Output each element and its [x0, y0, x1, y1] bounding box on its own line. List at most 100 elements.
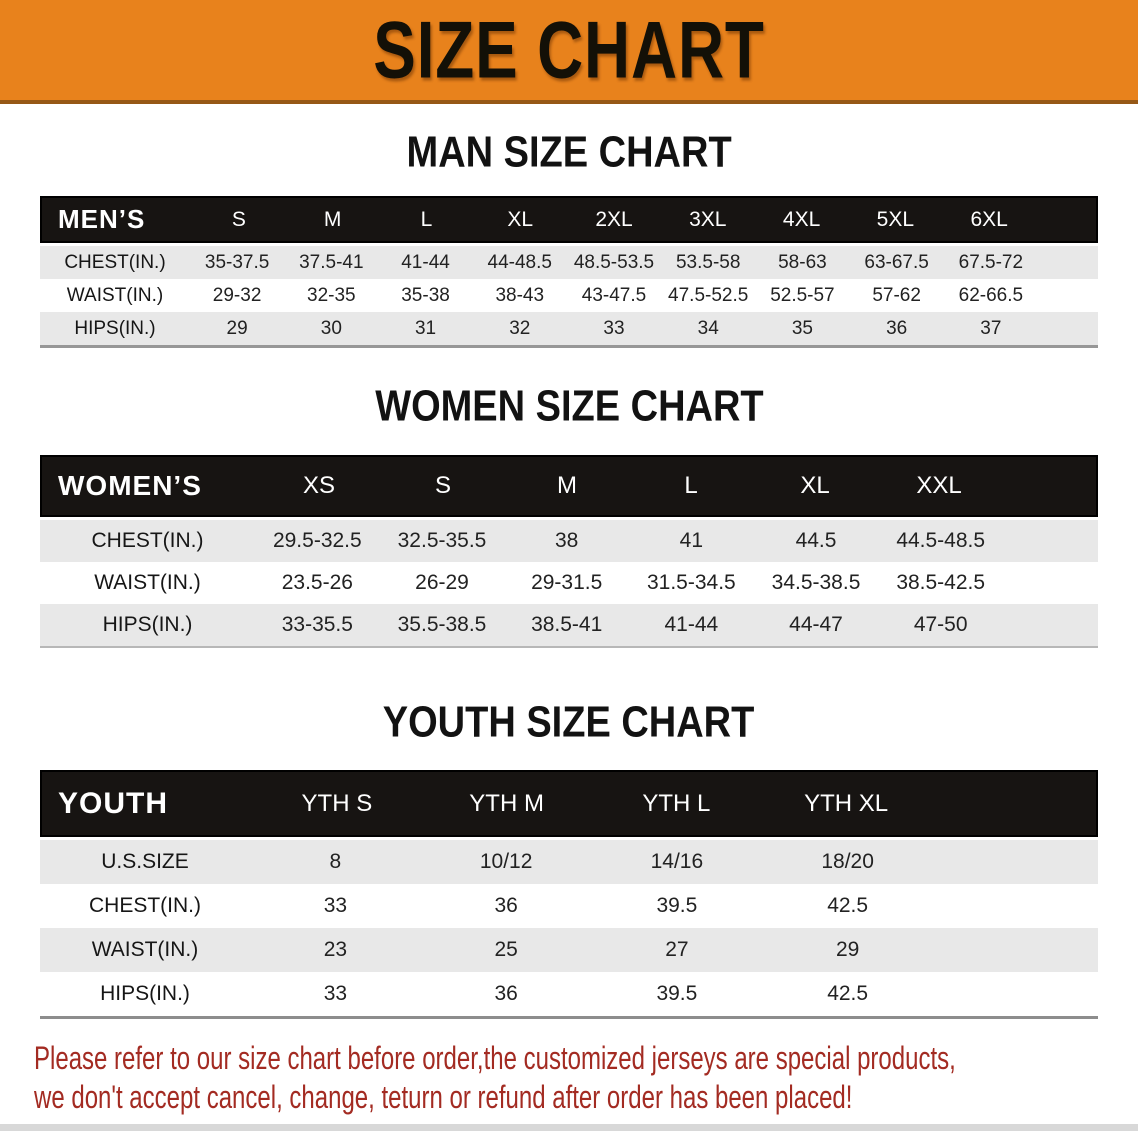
table-row: CHEST(IN.) 33 36 39.5 42.5 [40, 884, 1098, 928]
table-cell: 36 [886, 317, 908, 339]
table-cell: 33 [323, 894, 348, 917]
table-row: HIPS(IN.) 29 30 31 32 33 34 35 36 37 [40, 312, 1098, 345]
table-cell: 44.5 [795, 529, 837, 552]
men-table-header-bar: MEN’S S M L XL 2XL 3XL 4XL 5XL 6XL [40, 196, 1098, 243]
table-cell: 8 [329, 850, 342, 873]
table-cell: 41-44 [401, 251, 450, 273]
row-label: HIPS(IN.) [74, 317, 156, 339]
disclaimer-line-1: Please refer to our size chart before or… [34, 1040, 956, 1077]
row-label: CHEST(IN.) [91, 529, 204, 552]
table-cell: 39.5 [656, 982, 698, 1005]
table-cell: 33 [603, 317, 625, 339]
table-cell: 58-63 [778, 251, 827, 273]
women-table-body: CHEST(IN.) 29.5-32.5 32.5-35.5 38 41 44.5 44.5… [40, 520, 1098, 646]
women-size-table: WOMEN’S XS S M L XL XXL CHEST(IN.) 29.5-32.5 32… [40, 455, 1098, 648]
size-column-header: XL [800, 472, 830, 499]
table-cell: 29 [835, 938, 860, 961]
table-cell: 32-35 [307, 284, 356, 306]
disclaimer: Please refer to our size chart before or… [0, 1039, 1138, 1117]
table-cell: 14/16 [650, 850, 704, 873]
table-cell: 27 [665, 938, 689, 961]
row-label: HIPS(IN.) [100, 982, 190, 1005]
size-column-header: YTH S [301, 789, 373, 817]
table-row: CHEST(IN.) 35-37.5 37.5-41 41-44 44-48.5 48.5… [40, 246, 1098, 279]
row-label: CHEST(IN.) [89, 894, 201, 917]
table-cell: 26-29 [415, 571, 469, 594]
table-cell: 35 [791, 317, 813, 339]
table-row: CHEST(IN.) 29.5-32.5 32.5-35.5 38 41 44.5 44.5… [40, 520, 1098, 562]
table-cell: 29.5-32.5 [272, 529, 362, 552]
table-cell: 38-43 [495, 284, 545, 306]
table-cell: 37 [980, 317, 1002, 339]
size-column-header: 6XL [970, 207, 1008, 231]
women-size-chart-heading: WOMEN SIZE CHART [0, 382, 1138, 430]
table-cell: 41-44 [664, 613, 719, 636]
size-column-header: 2XL [595, 207, 633, 231]
size-column-header: 4XL [782, 207, 821, 231]
table-cell: 30 [320, 317, 342, 339]
size-column-header: S [434, 472, 451, 499]
youth-table-header-bar: YOUTH YTH S YTH M YTH L YTH XL [40, 770, 1098, 837]
table-cell: 36 [494, 982, 518, 1005]
table-cell: 25 [494, 938, 518, 961]
table-cell: 63-67.5 [864, 251, 929, 273]
youth-size-chart-heading: YOUTH SIZE CHART [0, 698, 1138, 746]
women-table-header-bar: WOMEN’S XS S M L XL XXL [40, 455, 1098, 517]
size-column-header: 3XL [689, 207, 727, 231]
table-cell: 32.5-35.5 [397, 529, 487, 552]
row-label: WAIST(IN.) [94, 571, 201, 594]
men-table-body: CHEST(IN.) 35-37.5 37.5-41 41-44 44-48.5 48.5… [40, 246, 1098, 345]
size-chart-title: SIZE CHART [373, 4, 765, 96]
table-cell: 44.5-48.5 [896, 529, 986, 552]
table-cell: 35-37.5 [204, 251, 270, 273]
table-cell: 38 [555, 529, 579, 552]
youth-size-section: YOUTH SIZE CHART YOUTH YTH S YTH M YTH L YT… [0, 698, 1138, 1019]
size-column-header: YTH M [469, 789, 544, 817]
table-corner-label: YOUTH [58, 786, 168, 820]
size-column-header: 5XL [876, 207, 915, 231]
table-corner-label: MEN’S [58, 204, 146, 234]
table-cell: 42.5 [827, 982, 869, 1005]
table-cell: 29 [226, 317, 248, 339]
men-size-table: MEN’S S M L XL 2XL 3XL 4XL 5XL 6XL CHEST(IN.) 35-… [40, 196, 1098, 348]
table-cell: 23.5-26 [281, 571, 353, 594]
heading-text: YOUTH SIZE CHART [383, 697, 755, 747]
table-cell: 42.5 [827, 894, 869, 917]
table-cell: 44-47 [789, 613, 843, 636]
youth-table-body: U.S.SIZE 8 10/12 14/16 18/20 CHEST(IN.) 33 36 39… [40, 840, 1098, 1016]
size-column-header: S [231, 207, 246, 231]
table-corner-label: WOMEN’S [58, 470, 202, 501]
table-cell: 31 [414, 317, 437, 339]
table-cell: 34 [697, 317, 719, 339]
table-cell: 47-50 [913, 613, 968, 636]
table-cell: 29-31.5 [531, 571, 603, 594]
table-cell: 38.5-41 [531, 613, 603, 636]
table-cell: 34.5-38.5 [771, 571, 861, 594]
row-label: CHEST(IN.) [64, 251, 166, 273]
table-cell: 23 [323, 938, 348, 961]
table-cell: 33-35.5 [281, 613, 353, 636]
table-row: WAIST(IN.) 23 25 27 29 [40, 928, 1098, 972]
table-cell: 57-62 [872, 284, 921, 306]
table-cell: 33 [323, 982, 348, 1005]
heading-text: MAN SIZE CHART [406, 127, 732, 177]
table-cell: 43-47.5 [581, 284, 647, 306]
table-cell: 44-48.5 [487, 251, 552, 273]
table-cell: 29-32 [212, 284, 262, 306]
table-row: WAIST(IN.) 29-32 32-35 35-38 38-43 43-47.5 47.… [40, 279, 1098, 312]
table-cell: 35.5-38.5 [397, 613, 487, 636]
table-row: U.S.SIZE 8 10/12 14/16 18/20 [40, 840, 1098, 884]
table-row: WAIST(IN.) 23.5-26 26-29 29-31.5 31.5-34.5 34… [40, 562, 1098, 604]
table-cell: 10/12 [479, 850, 533, 873]
size-column-header: M [323, 207, 342, 231]
size-column-header: YTH L [642, 789, 711, 817]
size-chart-banner: SIZE CHART [0, 0, 1138, 104]
table-row: HIPS(IN.) 33 36 39.5 42.5 [40, 972, 1098, 1016]
row-label: WAIST(IN.) [91, 938, 199, 961]
size-column-header: YTH XL [804, 789, 889, 817]
man-size-chart-heading: MAN SIZE CHART [0, 128, 1138, 176]
table-cell: 37.5-41 [299, 251, 364, 273]
bottom-strip [0, 1124, 1138, 1131]
table-cell: 67.5-72 [958, 251, 1024, 273]
